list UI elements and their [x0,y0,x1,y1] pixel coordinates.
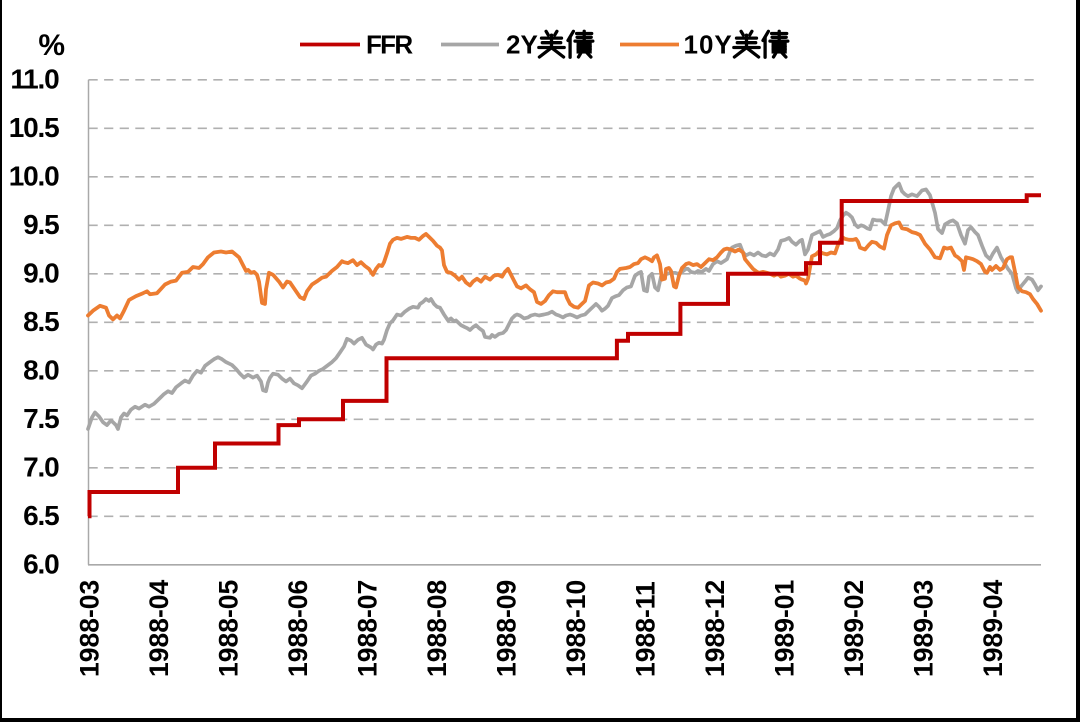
svg-text:1988-09: 1988-09 [492,580,522,677]
svg-text:%: % [38,29,65,62]
svg-text:9.0: 9.0 [23,258,59,289]
svg-text:7.0: 7.0 [23,452,59,483]
svg-text:1988-03: 1988-03 [75,580,105,677]
svg-text:1989-01: 1989-01 [770,580,800,677]
svg-text:8.5: 8.5 [23,306,59,337]
svg-text:1988-10: 1988-10 [561,580,591,677]
svg-text:8.0: 8.0 [23,355,59,386]
svg-text:1988-11: 1988-11 [631,581,661,677]
svg-text:1989-03: 1989-03 [909,580,939,677]
svg-text:10.0: 10.0 [9,161,59,192]
svg-text:10.5: 10.5 [9,112,59,143]
svg-text:6.5: 6.5 [23,500,59,531]
svg-text:1989-02: 1989-02 [839,580,869,677]
svg-text:1988-07: 1988-07 [353,580,383,677]
svg-text:1989-04: 1989-04 [978,579,1008,677]
svg-text:1988-04: 1988-04 [144,579,174,677]
svg-text:10Y: 10Y [684,30,733,60]
svg-text:2Y: 2Y [506,30,538,60]
svg-text:11.0: 11.0 [10,64,59,95]
svg-text:1988-06: 1988-06 [283,580,313,677]
svg-text:7.5: 7.5 [23,403,59,434]
svg-text:6.0: 6.0 [23,549,59,580]
svg-text:FFR: FFR [366,30,413,60]
svg-text:1988-12: 1988-12 [700,580,730,677]
svg-text:9.5: 9.5 [23,209,59,240]
svg-text:1988-05: 1988-05 [214,580,244,677]
svg-text:1988-08: 1988-08 [422,580,452,677]
